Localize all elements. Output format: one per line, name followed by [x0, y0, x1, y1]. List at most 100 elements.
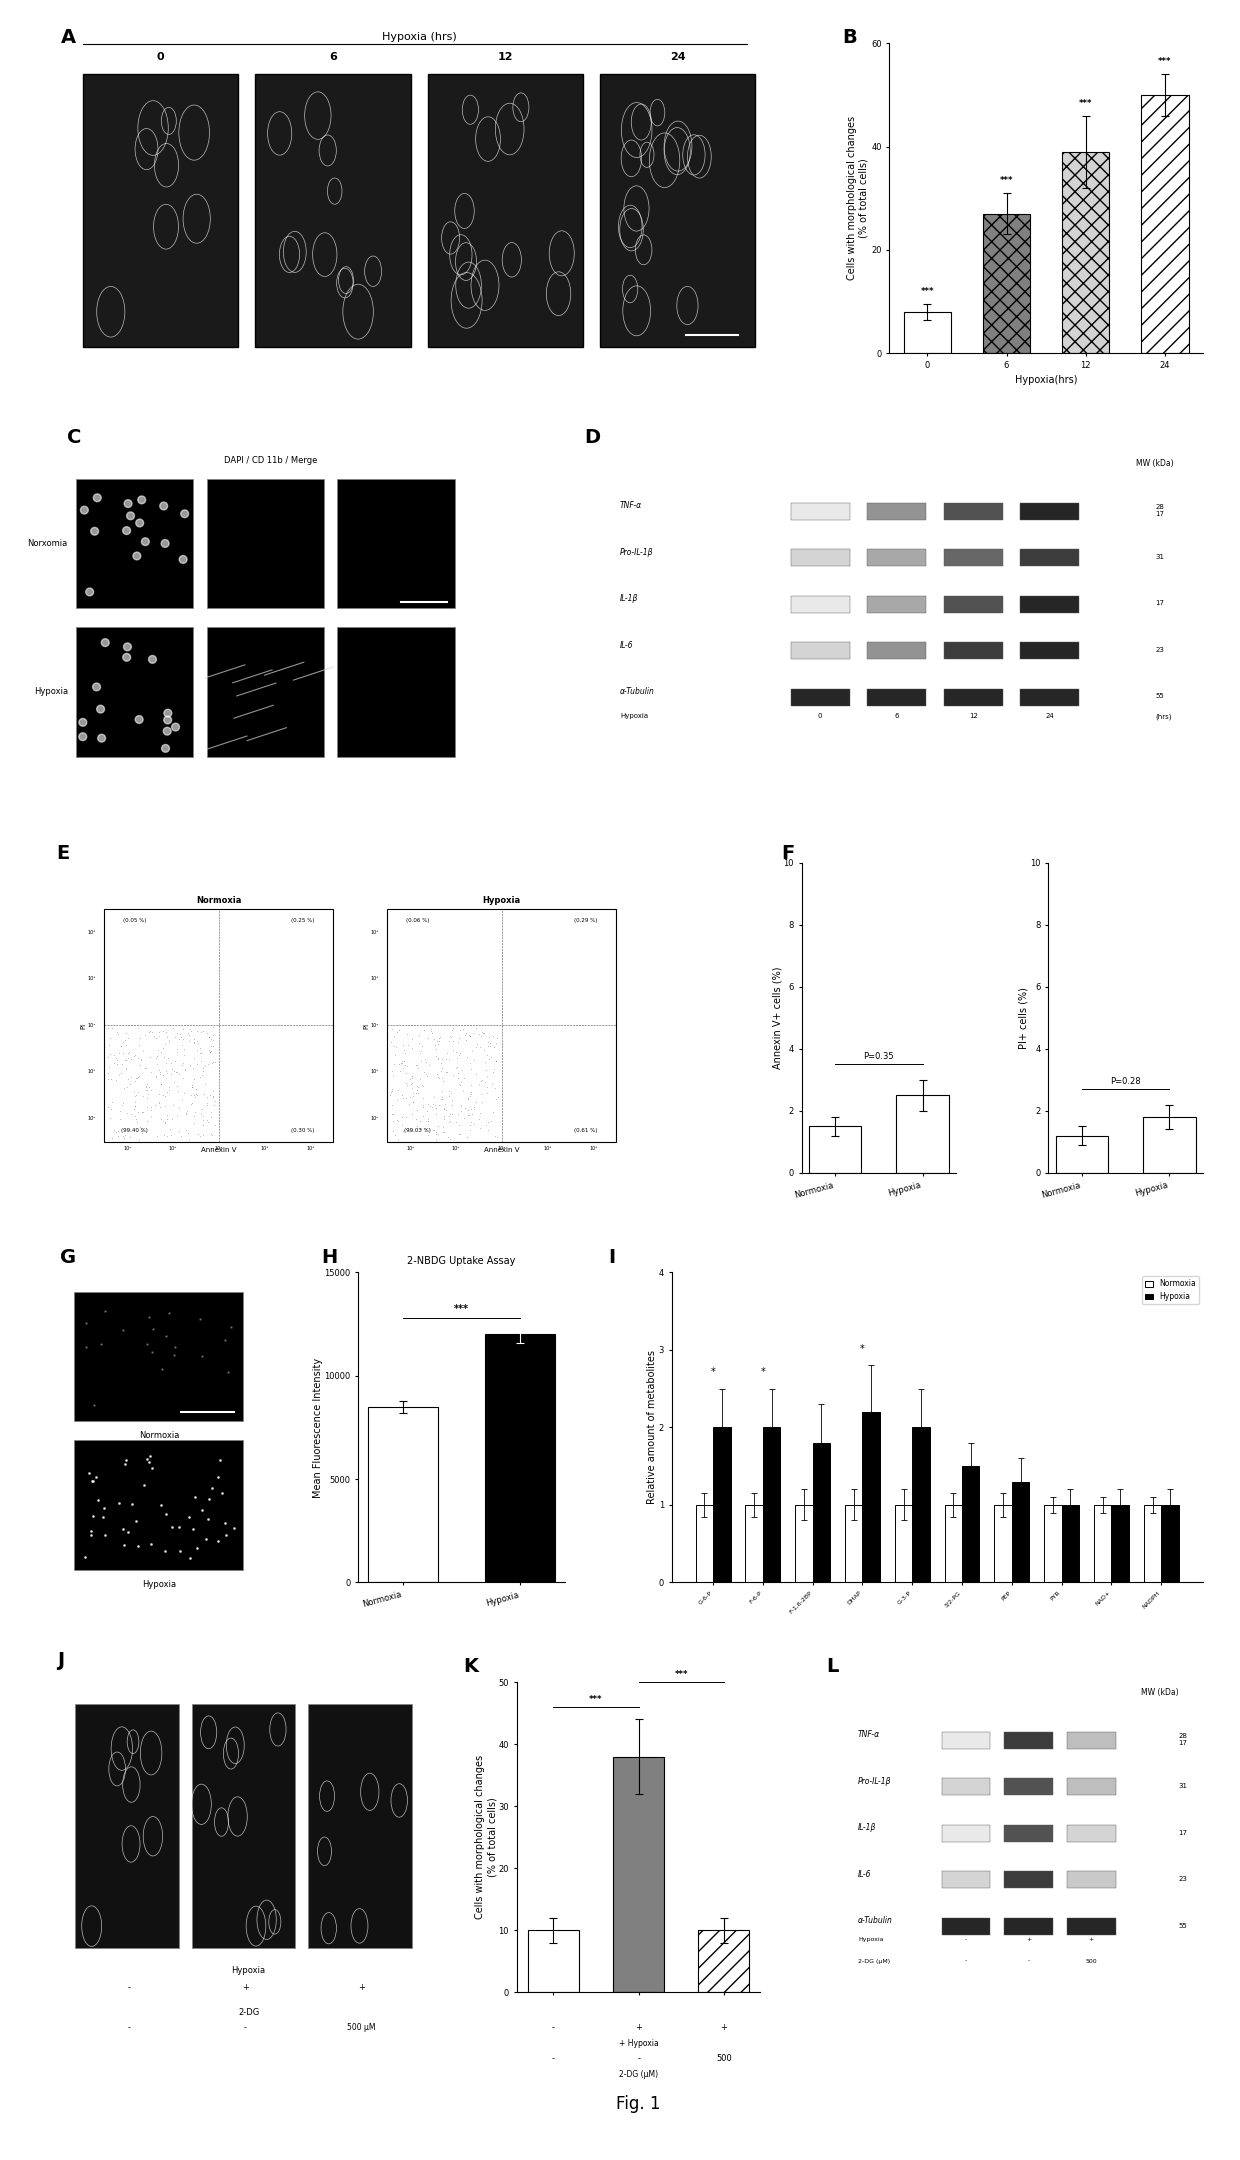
Point [146, 1041, 166, 1076]
Bar [1021, 642, 1079, 659]
Point [418, 1086, 438, 1121]
Point [149, 1032, 169, 1067]
Point [198, 1104, 218, 1138]
Point [190, 1035, 210, 1069]
Text: P=0.35: P=0.35 [863, 1052, 894, 1061]
Bar [367, 1406, 438, 1583]
Bar [1004, 1732, 1053, 1750]
Text: H: H [321, 1248, 337, 1266]
Point [167, 1054, 187, 1089]
Point [162, 1102, 182, 1136]
Point [107, 1043, 126, 1078]
Point [193, 1013, 213, 1048]
Point [424, 1080, 444, 1115]
Point [440, 1121, 460, 1156]
Point [157, 1102, 177, 1136]
Bar [812, 1443, 830, 1583]
Text: ***: *** [589, 1696, 603, 1704]
Point [418, 1104, 438, 1138]
Point [398, 1050, 418, 1084]
Point [413, 1067, 433, 1102]
Bar [913, 1428, 930, 1583]
Point [146, 1119, 166, 1153]
Point [477, 1058, 497, 1093]
Point [443, 1013, 463, 1048]
Text: 10⁴: 10⁴ [215, 1147, 223, 1151]
Point [433, 1063, 453, 1097]
Point [402, 1030, 422, 1065]
Circle shape [181, 510, 188, 518]
Text: Hypoxia: Hypoxia [858, 1938, 884, 1942]
Point [443, 1082, 463, 1117]
Text: (0.29 %): (0.29 %) [574, 918, 598, 922]
Circle shape [160, 501, 167, 510]
Point [114, 1043, 134, 1078]
Text: 28
17: 28 17 [1178, 1732, 1188, 1745]
Point [463, 1035, 482, 1069]
Point [135, 1050, 155, 1084]
Point [141, 1099, 161, 1134]
Bar [944, 503, 1003, 521]
Point [440, 1020, 460, 1054]
Point [181, 1086, 201, 1121]
Point [470, 1095, 490, 1130]
Point [155, 1106, 175, 1140]
Point [157, 1119, 177, 1153]
Point [459, 1017, 479, 1052]
Point [443, 1086, 463, 1121]
Point [130, 1048, 150, 1082]
Point [424, 1028, 444, 1063]
Point [186, 1071, 206, 1106]
Text: Norxomia: Norxomia [27, 538, 68, 549]
Point [175, 1052, 195, 1086]
Point [449, 1097, 469, 1132]
Point [126, 1061, 146, 1095]
Bar [867, 596, 926, 613]
Point [103, 1011, 123, 1045]
Text: E: E [56, 845, 69, 864]
Point [383, 1104, 403, 1138]
Point [439, 1024, 459, 1058]
Point [396, 1065, 415, 1099]
Point [146, 1061, 166, 1095]
Point [403, 1084, 423, 1119]
Bar [791, 689, 849, 706]
Point [176, 1097, 196, 1132]
Text: Hypoxia (hrs): Hypoxia (hrs) [382, 32, 456, 41]
Point [130, 1115, 150, 1149]
Circle shape [93, 683, 100, 691]
Point [200, 1035, 219, 1069]
Text: C: C [67, 428, 81, 447]
Text: Annexin V: Annexin V [484, 1147, 520, 1153]
Point [386, 1030, 405, 1065]
Circle shape [124, 499, 131, 508]
Point [201, 1022, 221, 1056]
Text: 10⁵: 10⁵ [87, 976, 95, 981]
Point [446, 1050, 466, 1084]
Point [156, 1015, 176, 1050]
Point [120, 1119, 140, 1153]
Point [114, 1071, 134, 1106]
Point [156, 1045, 176, 1080]
Point [443, 1058, 463, 1093]
Point [185, 1022, 205, 1056]
Text: -: - [244, 2024, 247, 2033]
Point [161, 1117, 181, 1151]
Point [125, 1065, 145, 1099]
Point [195, 1078, 215, 1112]
Circle shape [93, 495, 102, 501]
Point [198, 1032, 218, 1067]
Point [138, 1067, 157, 1102]
Point [413, 1089, 433, 1123]
Point [140, 1039, 160, 1074]
Point [434, 1102, 454, 1136]
Bar [1021, 596, 1079, 613]
Text: 55: 55 [1156, 693, 1164, 700]
Point [412, 1028, 432, 1063]
Point [182, 1086, 202, 1121]
Point [382, 1097, 402, 1132]
Point [98, 1039, 118, 1074]
Point [128, 1095, 148, 1130]
Point [402, 1067, 422, 1102]
Point [184, 1099, 203, 1134]
